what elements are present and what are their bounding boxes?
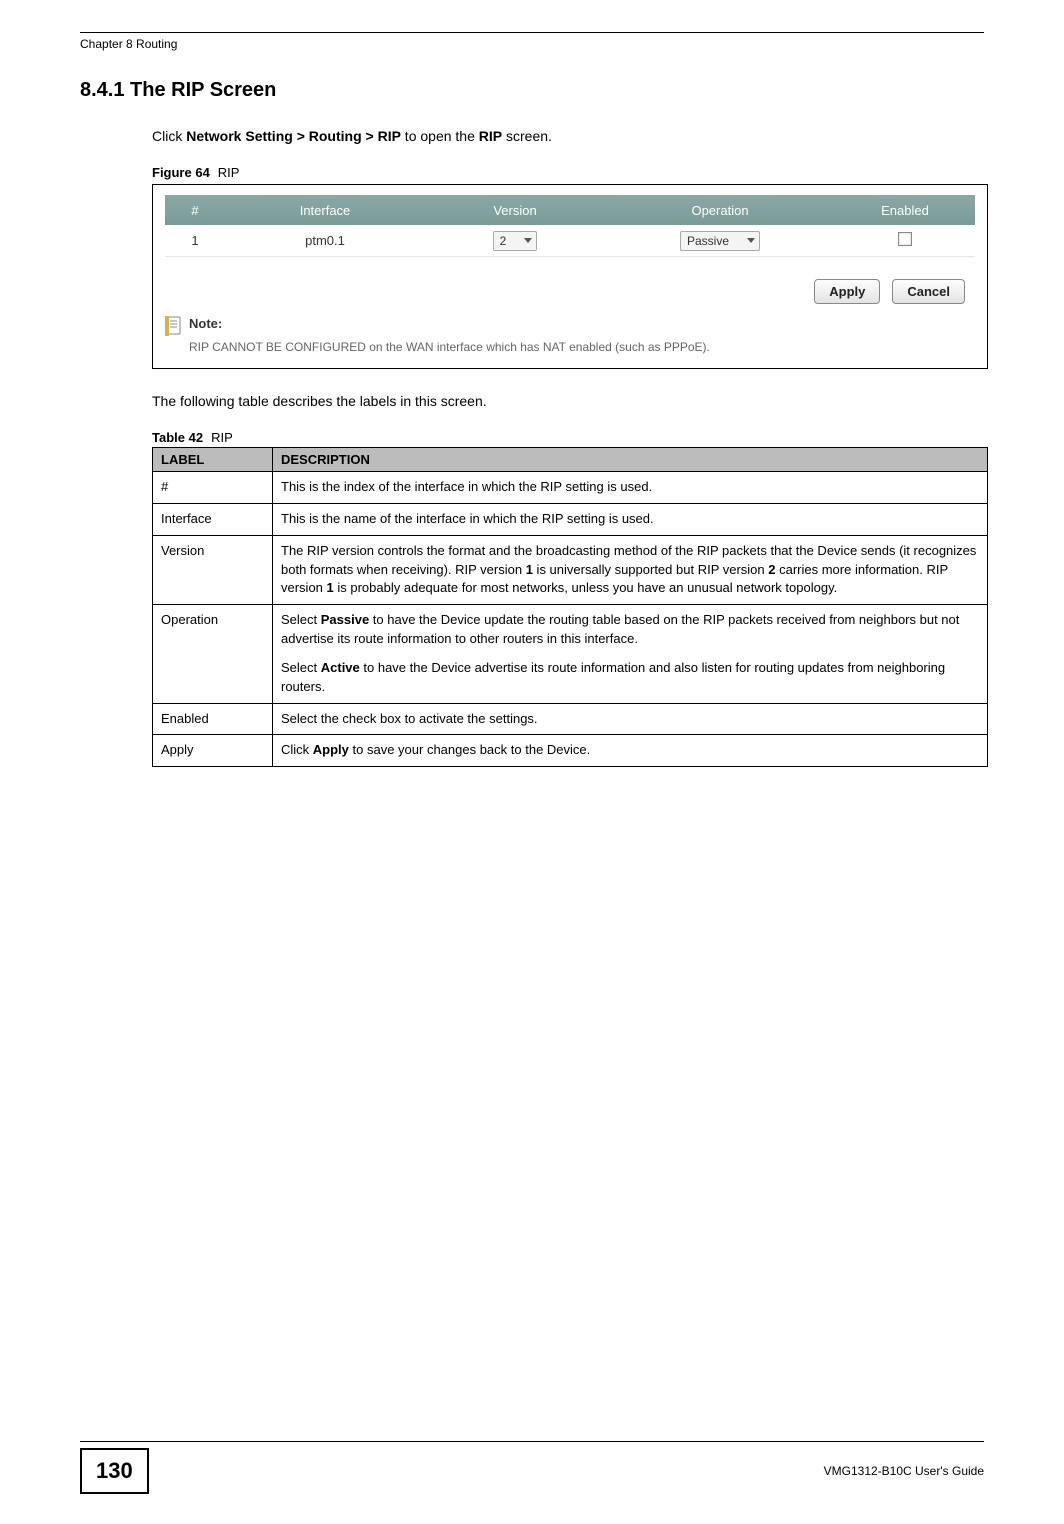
row-desc: Click Apply to save your changes back to… <box>273 735 988 767</box>
note-text: RIP CANNOT BE CONFIGURED on the WAN inte… <box>189 340 975 354</box>
row-desc-p2: Select Active to have the Device adverti… <box>281 659 979 697</box>
rip-header-operation: Operation <box>605 203 835 218</box>
row-label: Enabled <box>153 703 273 735</box>
running-head: Chapter 8 Routing <box>80 37 984 51</box>
page-footer: 130 VMG1312-B10C User's Guide <box>0 1441 1064 1494</box>
note-icon <box>165 316 183 336</box>
rip-table-header: # Interface Version Operation Enabled <box>165 195 975 225</box>
intro-text: Click Network Setting > Routing > RIP to… <box>152 126 984 147</box>
rip-screenshot: # Interface Version Operation Enabled 1 … <box>152 184 988 369</box>
row-desc: This is the index of the interface in wh… <box>273 472 988 504</box>
rip-table-row: 1 ptm0.1 2 Passive <box>165 225 975 257</box>
description-table: LABEL DESCRIPTION # This is the index of… <box>152 447 988 767</box>
row-label: Version <box>153 535 273 605</box>
row-desc-text: The RIP version controls the format and … <box>281 543 976 596</box>
table-label: RIP <box>211 430 233 445</box>
desc-table-head-label: LABEL <box>153 448 273 472</box>
section-heading: 8.4.1 The RIP Screen <box>80 79 984 102</box>
rip-row-num: 1 <box>165 233 225 248</box>
row-label: Interface <box>153 503 273 535</box>
chevron-down-icon <box>747 238 755 243</box>
figure-label: RIP <box>218 165 240 180</box>
table-row: Interface This is the name of the interf… <box>153 503 988 535</box>
rip-header-num: # <box>165 203 225 218</box>
cancel-button[interactable]: Cancel <box>892 279 965 304</box>
table-number: Table 42 <box>152 430 203 445</box>
row-desc: The RIP version controls the format and … <box>273 535 988 605</box>
rip-header-interface: Interface <box>225 203 425 218</box>
table-caption: Table 42 RIP <box>152 430 984 445</box>
rip-header-enabled: Enabled <box>835 203 975 218</box>
intro-suffix: screen. <box>502 128 552 144</box>
rip-row-interface: ptm0.1 <box>225 233 425 248</box>
figure-number: Figure 64 <box>152 165 210 180</box>
table-row: Apply Click Apply to save your changes b… <box>153 735 988 767</box>
apply-button[interactable]: Apply <box>814 279 880 304</box>
row-desc-p1: Select Passive to have the Device update… <box>281 611 979 649</box>
note-block: Note: <box>165 316 975 336</box>
row-desc: Select Passive to have the Device update… <box>273 605 988 703</box>
table-row: Version The RIP version controls the for… <box>153 535 988 605</box>
version-select-value: 2 <box>500 234 507 248</box>
table-row: Enabled Select the check box to activate… <box>153 703 988 735</box>
table-row: Operation Select Passive to have the Dev… <box>153 605 988 703</box>
intro-bold-rip: RIP <box>479 128 502 144</box>
enabled-checkbox[interactable] <box>898 232 912 246</box>
row-desc: This is the name of the interface in whi… <box>273 503 988 535</box>
table-row: # This is the index of the interface in … <box>153 472 988 504</box>
operation-select-value: Passive <box>687 234 729 248</box>
intro-prefix: Click <box>152 128 186 144</box>
note-label: Note: <box>189 316 222 331</box>
row-label: Apply <box>153 735 273 767</box>
rip-header-version: Version <box>425 203 605 218</box>
intro-mid: to open the <box>401 128 479 144</box>
guide-name: VMG1312-B10C User's Guide <box>824 1464 984 1478</box>
version-select[interactable]: 2 <box>493 231 538 251</box>
figure-caption: Figure 64 RIP <box>152 165 984 180</box>
page-number: 130 <box>80 1448 149 1494</box>
row-desc: Select the check box to activate the set… <box>273 703 988 735</box>
operation-select[interactable]: Passive <box>680 231 760 251</box>
chevron-down-icon <box>524 238 532 243</box>
row-label: Operation <box>153 605 273 703</box>
following-text: The following table describes the labels… <box>152 391 984 412</box>
intro-bold-path: Network Setting > Routing > RIP <box>186 128 401 144</box>
desc-table-head-desc: DESCRIPTION <box>273 448 988 472</box>
row-label: # <box>153 472 273 504</box>
